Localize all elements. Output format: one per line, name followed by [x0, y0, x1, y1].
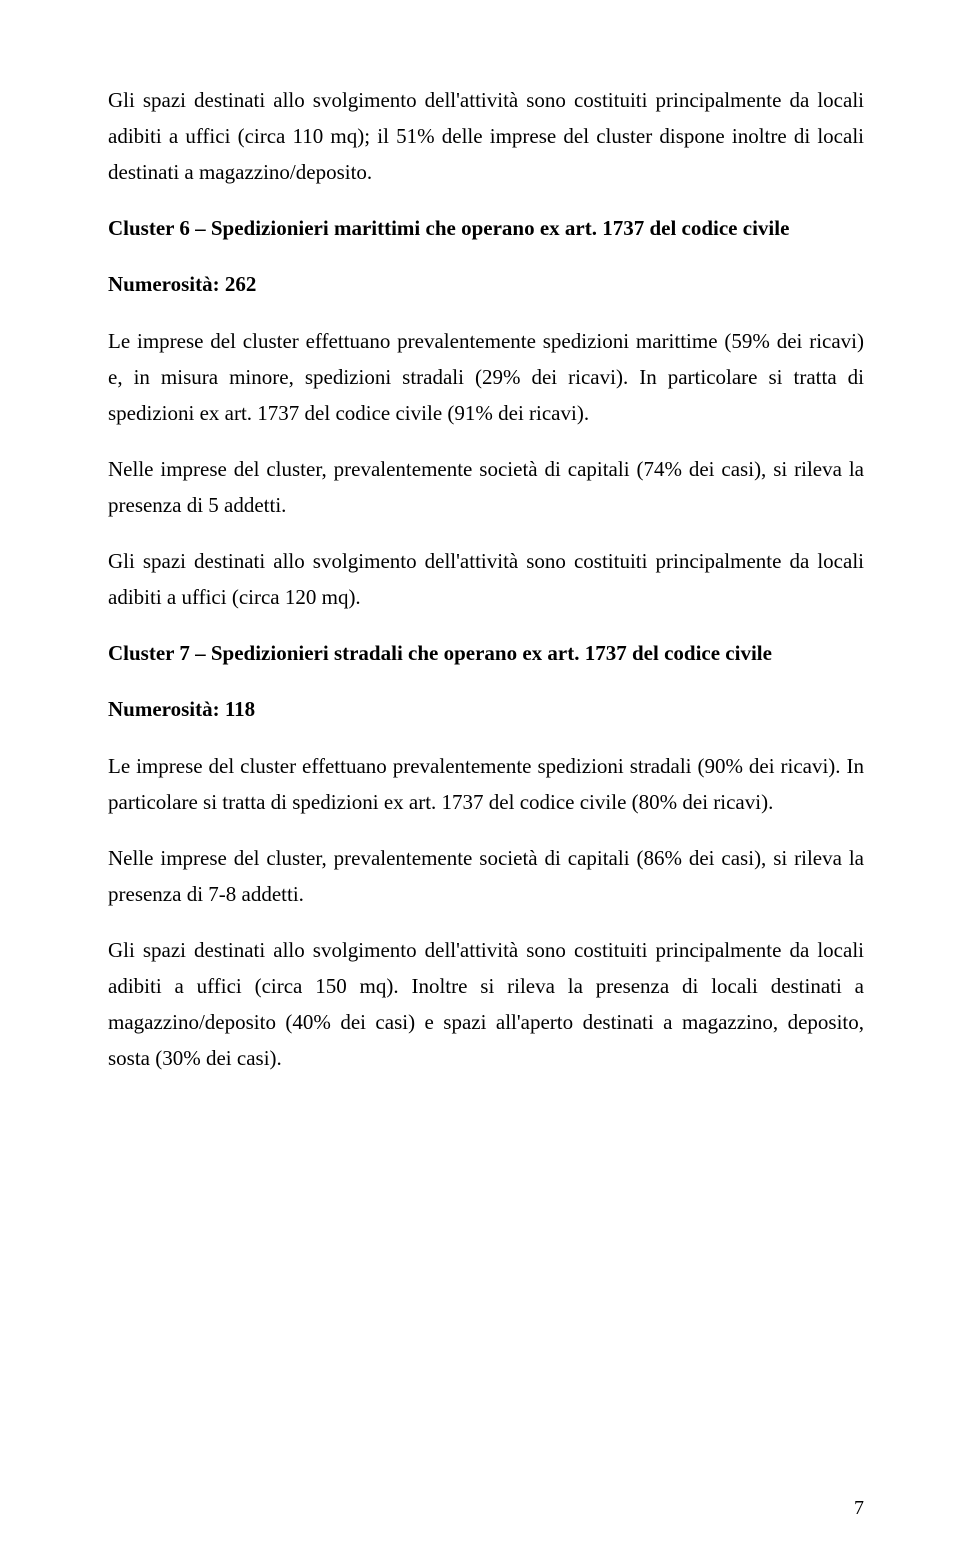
numerosita-cluster-7: Numerosità: 118: [108, 691, 864, 727]
numerosita-cluster-6: Numerosità: 262: [108, 266, 864, 302]
para-cluster7-desc3: Gli spazi destinati allo svolgimento del…: [108, 932, 864, 1076]
heading-cluster-6: Cluster 6 – Spedizionieri marittimi che …: [108, 210, 864, 246]
para-cluster6-desc2: Nelle imprese del cluster, prevalentemen…: [108, 451, 864, 523]
para-cluster7-desc2: Nelle imprese del cluster, prevalentemen…: [108, 840, 864, 912]
para-cluster6-desc3: Gli spazi destinati allo svolgimento del…: [108, 543, 864, 615]
page-container: Gli spazi destinati allo svolgimento del…: [0, 0, 960, 1562]
para-intro-spaces: Gli spazi destinati allo svolgimento del…: [108, 82, 864, 190]
para-cluster6-desc1: Le imprese del cluster effettuano preval…: [108, 323, 864, 431]
para-cluster7-desc1: Le imprese del cluster effettuano preval…: [108, 748, 864, 820]
heading-cluster-7: Cluster 7 – Spedizionieri stradali che o…: [108, 635, 864, 671]
page-number: 7: [854, 1497, 864, 1520]
